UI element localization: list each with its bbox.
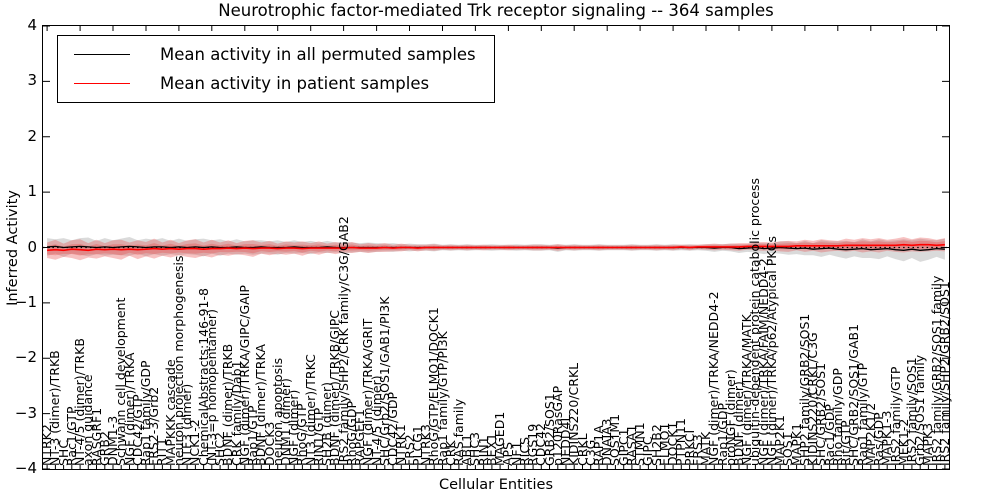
- legend-label-patient: Mean activity in patient samples: [160, 74, 430, 93]
- y-tick-label: −3: [14, 403, 37, 422]
- permuted-line-swatch: [74, 54, 130, 55]
- legend-label-permuted: Mean activity in all permuted samples: [160, 45, 476, 64]
- axis-ticks: [43, 26, 949, 469]
- y-tick-label: −4: [14, 459, 37, 477]
- chart-canvas: [43, 26, 949, 469]
- chart-title: Neurotrophic factor-mediated Trk recepto…: [218, 1, 774, 20]
- legend-row-permuted: Mean activity in all permuted samples: [60, 40, 492, 69]
- y-tick-label: 3: [27, 71, 37, 90]
- patient-line-swatch: [74, 83, 130, 84]
- y-tick-label: −2: [14, 348, 37, 367]
- y-tick-label: 0: [27, 237, 37, 256]
- y-tick-label: −1: [14, 292, 37, 311]
- legend: Mean activity in all permuted samples Me…: [57, 35, 495, 103]
- patient-std-band: [47, 237, 945, 261]
- y-tick-label: 2: [27, 126, 37, 145]
- x-axis-label: Cellular Entities: [438, 477, 554, 493]
- plot-area: NTRK2 NT-3 (dimer)/TRKB SHC Rac1/GTP NT-4/5 …: [39, 25, 952, 470]
- patient-mean-line: [47, 243, 945, 252]
- y-tick-label: 1: [27, 182, 37, 201]
- permuted-std-band: [47, 237, 945, 262]
- y-tick-label: 4: [27, 16, 37, 34]
- legend-row-patient: Mean activity in patient samples: [60, 69, 492, 98]
